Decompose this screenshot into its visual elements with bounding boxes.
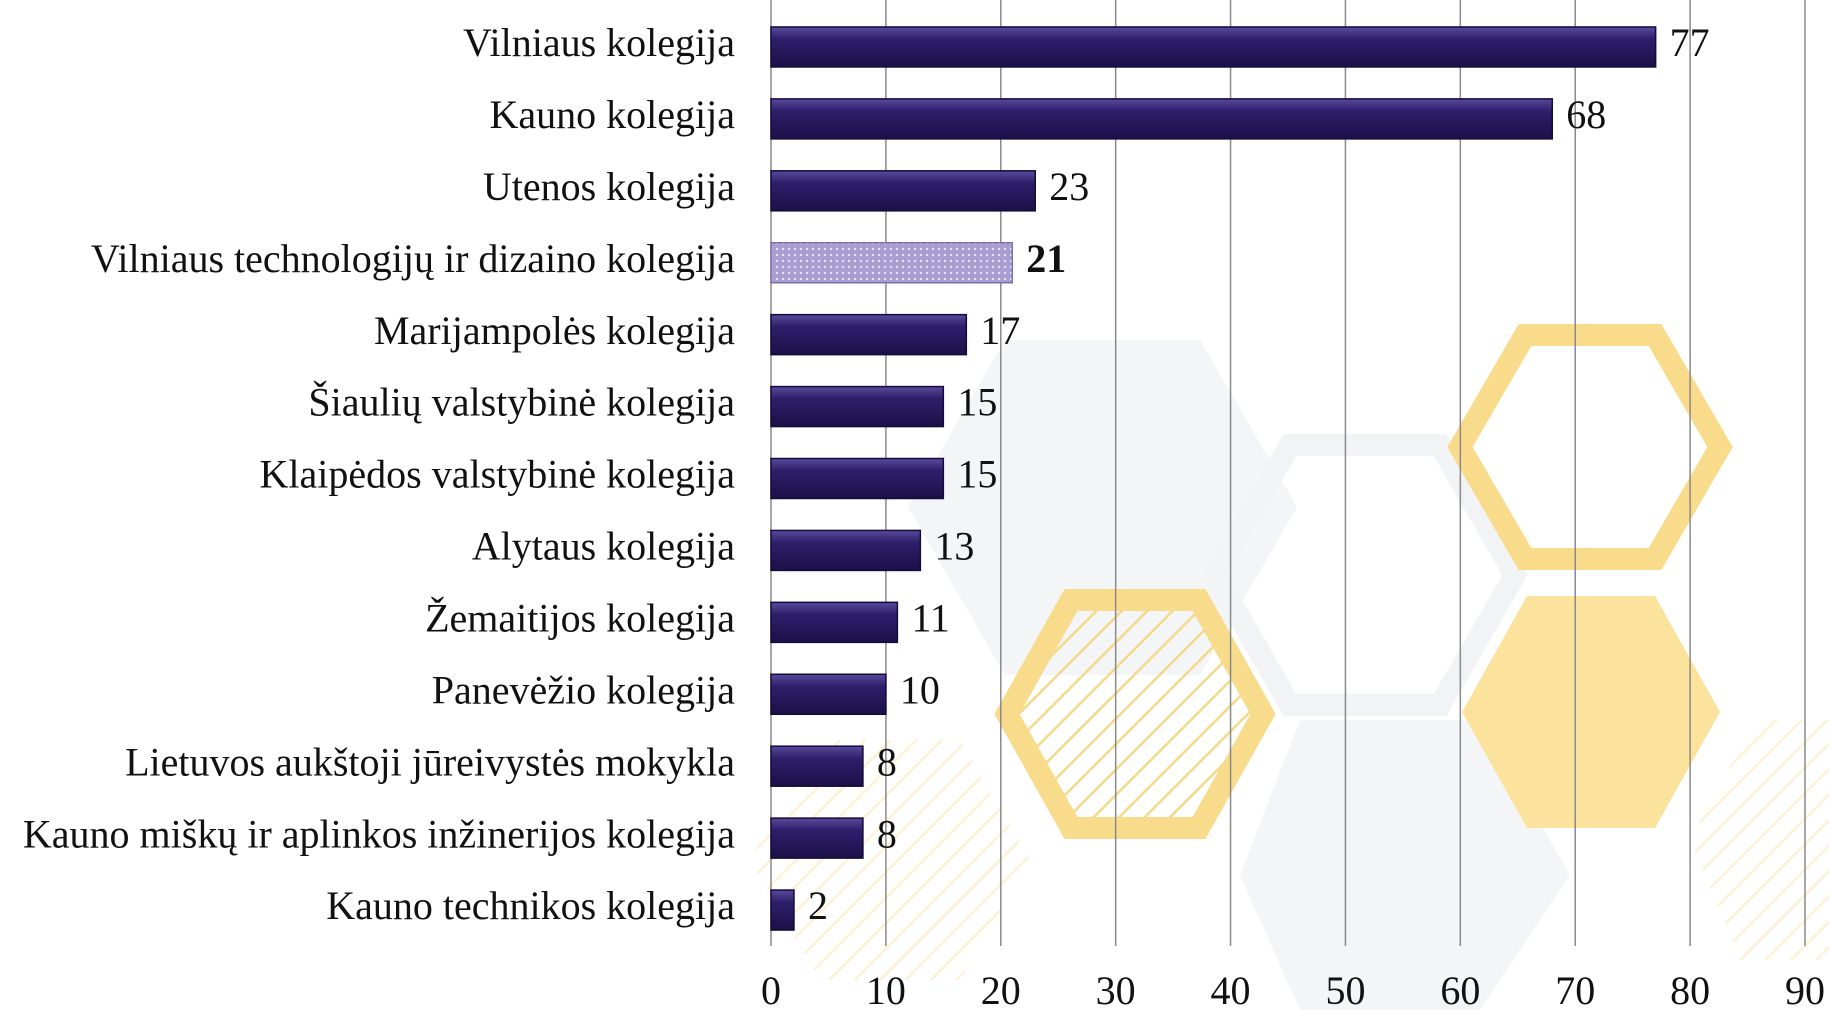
x-tick-label: 30 <box>1096 968 1136 1010</box>
bar <box>770 817 864 859</box>
bar <box>770 601 899 644</box>
x-tick-label: 40 <box>1211 968 1251 1010</box>
bar <box>770 26 1657 68</box>
y-tick-label: Kauno technikos kolegija <box>326 883 735 928</box>
x-tick-label: 20 <box>981 968 1021 1010</box>
x-tick-label: 60 <box>1440 968 1480 1010</box>
value-label: 13 <box>934 524 974 569</box>
x-tick-label: 80 <box>1670 968 1710 1010</box>
y-tick-label: Žemaitijos kolegija <box>425 596 735 641</box>
y-tick-label: Lietuvos aukštoji jūreivystės mokykla <box>125 739 735 784</box>
y-tick-label: Šiaulių valstybinė kolegija <box>308 380 735 425</box>
value-label: 15 <box>957 380 997 425</box>
value-label: 8 <box>877 739 897 784</box>
x-tick-label: 10 <box>866 968 906 1010</box>
value-label: 11 <box>911 596 950 641</box>
bar <box>770 98 1553 140</box>
x-tick-label: 0 <box>761 968 781 1010</box>
value-label: 2 <box>808 883 828 928</box>
y-tick-label: Marijampolės kolegija <box>374 308 735 353</box>
value-label: 10 <box>900 667 940 712</box>
y-tick-label: Kauno kolegija <box>490 92 736 137</box>
x-tick-label: 70 <box>1555 968 1595 1010</box>
value-label: 8 <box>877 811 897 856</box>
value-label: 68 <box>1566 92 1606 137</box>
value-label: 77 <box>1670 20 1710 65</box>
y-tick-label: Panevėžio kolegija <box>432 667 735 712</box>
bar <box>770 170 1036 212</box>
value-label: 23 <box>1049 164 1089 209</box>
bar <box>770 745 864 787</box>
y-tick-label: Vilniaus technologijų ir dizaino kolegij… <box>91 236 735 281</box>
y-tick-label: Utenos kolegija <box>483 164 735 209</box>
value-label: 17 <box>980 308 1020 353</box>
y-tick-label: Kauno miškų ir aplinkos inžinerijos kole… <box>23 811 735 856</box>
x-tick-label: 90 <box>1785 968 1825 1010</box>
bar <box>770 673 887 716</box>
value-label: 15 <box>957 452 997 497</box>
bar <box>770 313 968 356</box>
bar <box>770 529 922 572</box>
y-tick-label: Klaipėdos valstybinė kolegija <box>260 452 736 497</box>
y-tick-label: Alytaus kolegija <box>472 524 736 569</box>
x-tick-label: 50 <box>1325 968 1365 1010</box>
bar <box>770 889 795 931</box>
bar <box>770 457 945 500</box>
y-tick-label: Vilniaus kolegija <box>463 20 735 65</box>
value-label: 21 <box>1026 236 1066 281</box>
bar <box>770 385 945 428</box>
bar <box>770 241 1014 284</box>
